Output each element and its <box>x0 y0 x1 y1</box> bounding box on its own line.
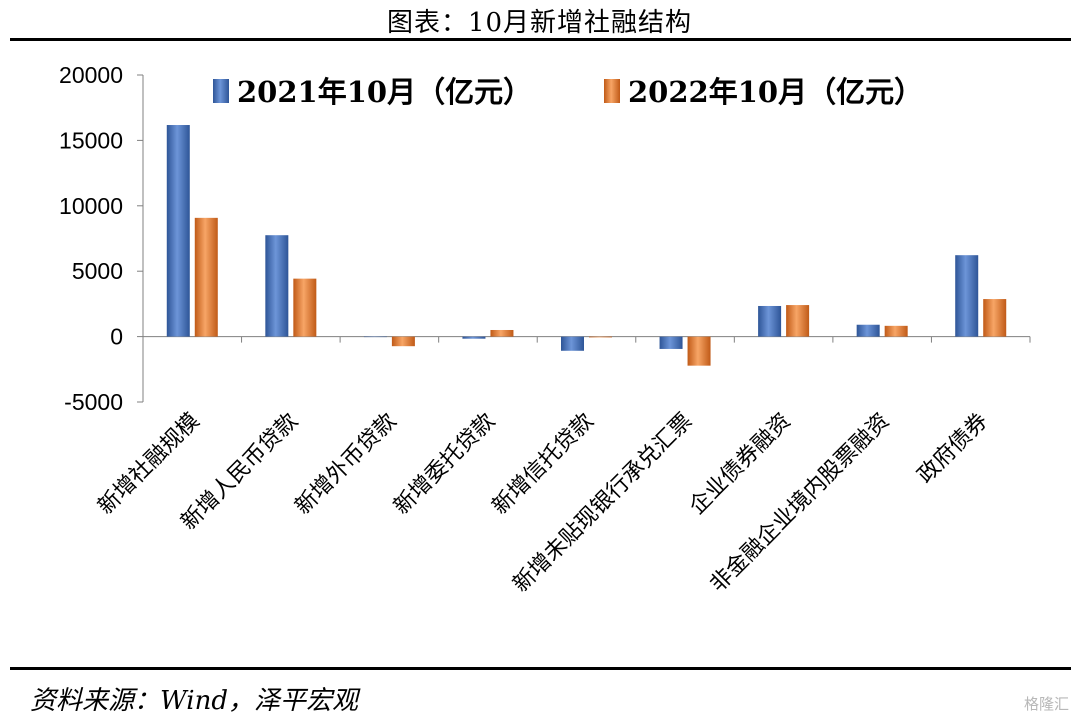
legend-label-1: 2021年10月（亿元） <box>237 75 532 109</box>
x-category-label: 新增外币贷款 <box>291 409 402 520</box>
bar-series-1 <box>166 125 190 337</box>
bar-series-2 <box>884 325 908 337</box>
bar-series-2 <box>687 336 711 366</box>
bar-series-2 <box>490 329 514 337</box>
bar-series-2 <box>293 278 317 337</box>
bar-series-1 <box>462 336 486 339</box>
y-tick-label: 20000 <box>59 62 123 88</box>
legend-label-2: 2022年10月（亿元） <box>628 75 923 109</box>
page-title: 图表：10月新增社融结构 <box>386 8 693 38</box>
x-category-label: 企业债券融资 <box>685 409 796 520</box>
watermark-logo: 格隆汇 <box>1023 695 1069 713</box>
x-category-label: 新增委托贷款 <box>389 409 500 520</box>
x-category-label: 非金融企业境内股票融资 <box>706 409 895 598</box>
bar-series-1 <box>265 235 289 337</box>
bar-series-1 <box>856 324 880 337</box>
source-note: 资料来源：Wind，泽平宏观 <box>30 686 358 716</box>
bar-series-1 <box>955 255 979 337</box>
y-tick-label: 0 <box>110 324 123 350</box>
bar-series-2 <box>391 336 415 347</box>
top-divider <box>10 38 1071 41</box>
bar-series-1 <box>363 336 387 338</box>
y-tick-label: 15000 <box>59 127 123 153</box>
bar-series-2 <box>983 299 1007 337</box>
bar-series-2 <box>194 217 218 337</box>
x-category-label: 新增社融规模 <box>93 409 204 520</box>
y-tick-label: 10000 <box>59 193 123 219</box>
bottom-divider <box>10 667 1071 670</box>
bar-series-1 <box>659 336 683 349</box>
y-tick-label: 5000 <box>72 258 123 284</box>
bar-series-1 <box>561 336 584 351</box>
x-category-label: 新增未贴现银行承兑汇票 <box>508 409 697 598</box>
legend-swatch-2 <box>604 79 620 103</box>
x-category-label: 政府债券 <box>913 409 993 489</box>
legend-swatch-1 <box>213 79 229 103</box>
bar-series-2 <box>589 336 612 338</box>
bar-series-2 <box>786 305 810 337</box>
y-tick-label: -5000 <box>64 389 123 415</box>
bar-series-1 <box>758 305 782 337</box>
x-category-label: 新增信托贷款 <box>488 409 599 520</box>
